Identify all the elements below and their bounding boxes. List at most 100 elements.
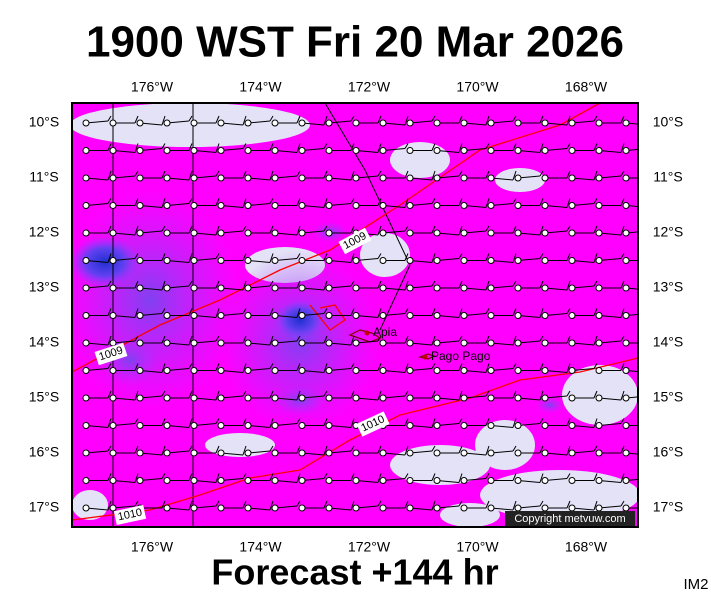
barb-shaft — [112, 232, 136, 236]
station — [622, 312, 630, 319]
station — [298, 229, 306, 237]
station — [595, 449, 603, 457]
station — [190, 504, 198, 512]
barb-tick — [404, 335, 409, 344]
barb-shaft — [85, 203, 109, 206]
station — [568, 312, 576, 319]
barb-shaft — [517, 232, 541, 236]
barb-tick — [188, 418, 193, 428]
barb-shaft — [544, 148, 568, 151]
barb-shaft — [85, 120, 109, 124]
station — [595, 367, 603, 374]
barb-tick — [161, 143, 166, 149]
wind-barb — [352, 390, 382, 402]
barb-shaft — [85, 507, 109, 511]
barb-tick — [296, 143, 301, 153]
station — [514, 449, 522, 457]
barb-shaft — [382, 148, 406, 151]
wind-barb — [487, 390, 517, 402]
wind-barb — [244, 308, 274, 319]
station — [595, 284, 603, 292]
barb-shaft — [220, 148, 244, 151]
barb-tick — [269, 198, 274, 204]
barb-tick — [215, 253, 220, 259]
station — [244, 339, 252, 347]
barb-shaft — [463, 452, 487, 456]
wind-barb — [244, 143, 274, 154]
barb-tick — [134, 253, 139, 259]
station — [568, 257, 576, 264]
barb-shaft — [247, 203, 271, 206]
wind-barb — [406, 253, 436, 264]
barb-shaft — [220, 395, 244, 399]
station — [298, 367, 306, 374]
wind-barb — [595, 445, 625, 457]
barb-shaft — [544, 287, 568, 291]
latitude-label: 10°S — [29, 114, 60, 130]
latitude-label: 14°S — [29, 334, 60, 350]
wind-barb — [595, 418, 625, 429]
barb-shaft — [85, 450, 109, 454]
barb-tick — [134, 170, 139, 177]
station — [514, 119, 522, 127]
station — [568, 449, 576, 457]
wind-barb — [379, 198, 409, 209]
wind-barb — [460, 473, 490, 484]
barb-shaft — [139, 478, 163, 481]
barb-tick — [648, 364, 651, 373]
wind-barb — [433, 115, 463, 127]
station — [622, 284, 630, 292]
barb-shaft — [139, 230, 163, 234]
barb-shaft — [220, 287, 244, 291]
station — [379, 367, 387, 374]
barb-tick — [620, 390, 625, 401]
station — [433, 367, 441, 374]
barb-tick — [431, 170, 436, 181]
station — [190, 339, 198, 347]
barb-tick — [431, 335, 436, 346]
barb-tick — [377, 363, 382, 371]
barb-tick — [404, 198, 409, 208]
wind-barb — [271, 115, 301, 127]
wind-barb — [460, 363, 490, 374]
barb-shaft — [193, 340, 217, 344]
barb-tick — [242, 170, 247, 179]
barb-shaft — [517, 340, 541, 344]
wind-barb — [352, 198, 382, 209]
station — [82, 422, 90, 429]
barb-tick — [512, 500, 517, 511]
station — [622, 422, 630, 429]
barb-tick — [377, 115, 382, 124]
barb-shaft — [220, 122, 244, 126]
barb-tick — [485, 198, 490, 208]
station — [136, 394, 144, 402]
station — [325, 504, 333, 512]
barb-shaft — [382, 370, 406, 373]
barb-tick — [620, 445, 625, 454]
barb-shaft — [328, 450, 352, 454]
barb-shaft — [436, 397, 460, 401]
barb-shaft — [328, 342, 352, 346]
barb-tick — [107, 363, 112, 369]
barb-shaft — [436, 232, 460, 236]
station — [325, 284, 333, 292]
wind-barb — [190, 445, 220, 457]
wind-barb — [217, 198, 247, 209]
barb-shaft — [490, 450, 514, 454]
barb-tick — [242, 445, 247, 456]
station — [109, 394, 117, 402]
barb-shaft — [328, 203, 352, 206]
station — [514, 284, 522, 292]
barb-tick — [458, 390, 463, 401]
barb-tick — [242, 390, 247, 397]
barb-shaft — [247, 368, 271, 371]
station — [622, 174, 630, 182]
station — [514, 174, 522, 182]
barb-tick — [566, 335, 571, 344]
wind-barb — [217, 225, 247, 237]
station — [163, 202, 171, 209]
station — [298, 394, 306, 402]
station — [217, 147, 225, 154]
station — [325, 477, 333, 484]
barb-shaft — [328, 177, 352, 181]
